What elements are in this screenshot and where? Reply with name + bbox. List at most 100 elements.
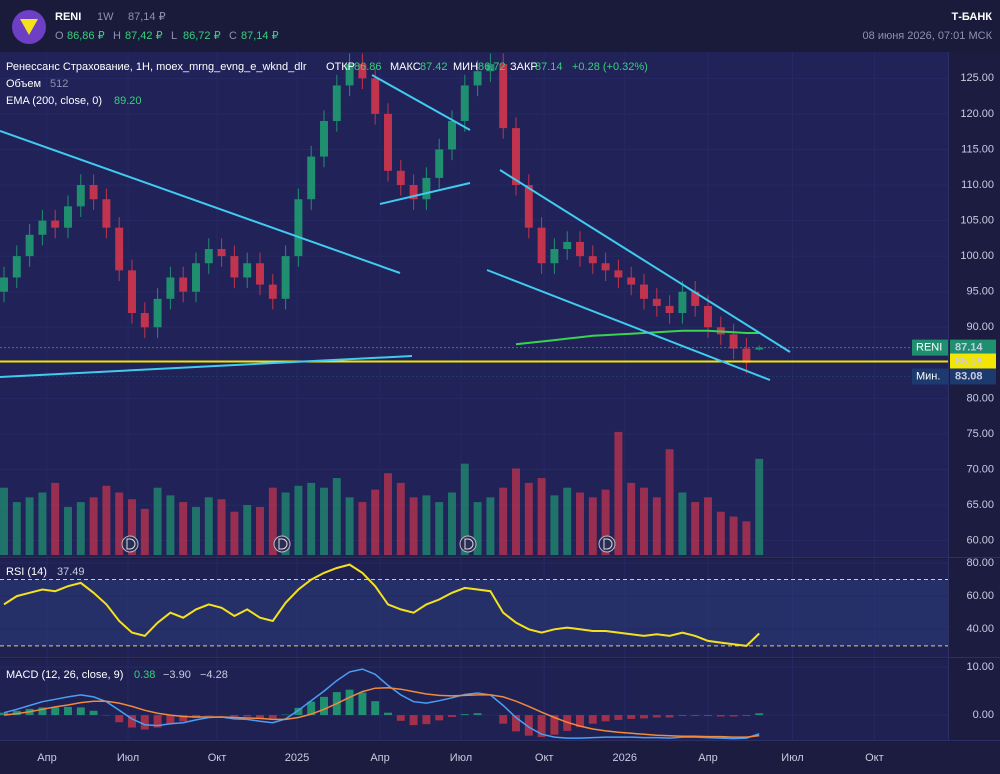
candle-body xyxy=(742,348,751,363)
ohlc-value: 86,72 ₽ xyxy=(183,30,221,42)
macd-hist-bar xyxy=(128,715,136,728)
candle-body xyxy=(217,249,226,257)
level-value: 83.08 xyxy=(955,370,983,382)
macd-hist-bar xyxy=(166,715,175,724)
volume-bar xyxy=(217,499,226,555)
x-tick-label: Июл xyxy=(450,752,472,764)
candle-body xyxy=(38,220,47,235)
macd-hist-bar xyxy=(76,707,85,716)
volume-bar xyxy=(358,502,367,555)
volume-bar xyxy=(691,502,700,555)
macd-hist-bar xyxy=(294,707,303,716)
macd-hist-bar xyxy=(588,715,597,724)
candle-body xyxy=(601,263,610,271)
macd-hist-bar xyxy=(256,715,264,718)
candle-body xyxy=(512,128,520,186)
x-tick-label: Окт xyxy=(865,752,884,764)
macd-hist-bar xyxy=(550,715,559,735)
volume-bar xyxy=(64,506,72,555)
volume-bar xyxy=(537,478,546,555)
macd-value: −3.90 xyxy=(163,669,191,681)
macd-hist-bar xyxy=(678,715,687,717)
field-label: ЗАКР xyxy=(510,61,538,73)
x-tick-label: Июл xyxy=(117,752,139,764)
volume-bar xyxy=(524,482,533,555)
brand: Т-БАНК xyxy=(952,11,993,23)
volume-bar xyxy=(409,497,418,555)
candle-body xyxy=(371,78,380,114)
ohlc-value: 86,86 ₽ xyxy=(67,30,105,42)
field-value: 86.86 xyxy=(354,61,382,73)
volume-bar xyxy=(294,485,303,555)
ema-value: 89.20 xyxy=(114,95,142,107)
candle-body xyxy=(140,313,149,328)
x-tick-label: 2026 xyxy=(613,752,637,764)
trend-line xyxy=(379,182,471,205)
x-tick-label: Апр xyxy=(37,752,56,764)
y-tick-label: 90.00 xyxy=(966,321,994,333)
macd-hist-bar xyxy=(89,710,98,716)
candle-body xyxy=(729,334,738,349)
candle-body xyxy=(166,277,175,299)
candle-body xyxy=(576,241,584,257)
trend-line xyxy=(0,355,413,378)
candle-body xyxy=(652,298,661,306)
field-label: МАКС xyxy=(390,61,421,73)
macd-hist-bar xyxy=(153,715,162,728)
volume-bar xyxy=(153,487,162,555)
volume-bar xyxy=(704,497,712,555)
volume-bar xyxy=(499,487,508,555)
macd-hist-bar xyxy=(64,706,72,716)
volume-bar xyxy=(652,497,661,555)
level-label-tag xyxy=(912,368,948,385)
macd-hist-bar xyxy=(729,715,738,717)
macd-hist-bar xyxy=(230,715,239,717)
macd-hist-bar xyxy=(358,692,367,716)
volume-bar xyxy=(0,487,8,555)
level-tag xyxy=(950,339,996,356)
volume-bar xyxy=(115,492,124,555)
candle-body xyxy=(460,85,469,121)
ohlc-label: H xyxy=(113,30,121,42)
y-tick-label: 120.00 xyxy=(960,108,994,120)
macd-hist-bar xyxy=(0,712,8,716)
candle-body xyxy=(588,256,597,264)
macd-hist-bar xyxy=(742,715,751,717)
volume-value: 512 xyxy=(50,78,68,90)
y-tick-label: 40.00 xyxy=(966,623,994,635)
price: 87,14 ₽ xyxy=(128,11,166,23)
field-label: МИН xyxy=(453,61,478,73)
macd-hist-bar xyxy=(704,715,712,717)
candle-body xyxy=(102,199,111,228)
candle-body xyxy=(384,113,392,171)
macd-hist-bar xyxy=(51,707,60,716)
candle-body xyxy=(640,284,648,299)
macd-hist-bar xyxy=(601,715,610,722)
ohlc-label: C xyxy=(229,30,237,42)
volume-bar xyxy=(422,495,431,555)
field-value: 87.14 xyxy=(535,61,563,73)
volume-bar xyxy=(588,497,597,555)
logo-mark xyxy=(20,19,38,35)
volume-bar xyxy=(256,506,264,555)
candle-body xyxy=(755,347,764,350)
volume-bar xyxy=(601,489,610,555)
macd-hist-bar xyxy=(665,715,674,718)
candle-body xyxy=(396,170,405,186)
volume-bar xyxy=(396,482,405,555)
y-tick-label: 65.00 xyxy=(966,499,994,511)
volume-bar xyxy=(742,521,751,555)
x-tick-label: Окт xyxy=(535,752,554,764)
macd-hist-bar xyxy=(640,715,648,719)
volume-bar xyxy=(230,511,239,555)
volume-bar xyxy=(332,478,341,555)
macd-hist-bar xyxy=(243,715,252,717)
x-tick-label: 2025 xyxy=(285,752,309,764)
macd-hist-bar xyxy=(691,715,700,717)
trend-line xyxy=(371,74,471,131)
candle-body xyxy=(230,256,239,278)
candle-body xyxy=(332,85,341,121)
trend-line xyxy=(486,269,771,381)
macd-hist-bar xyxy=(524,715,533,736)
signal-value: −4.28 xyxy=(200,669,228,681)
